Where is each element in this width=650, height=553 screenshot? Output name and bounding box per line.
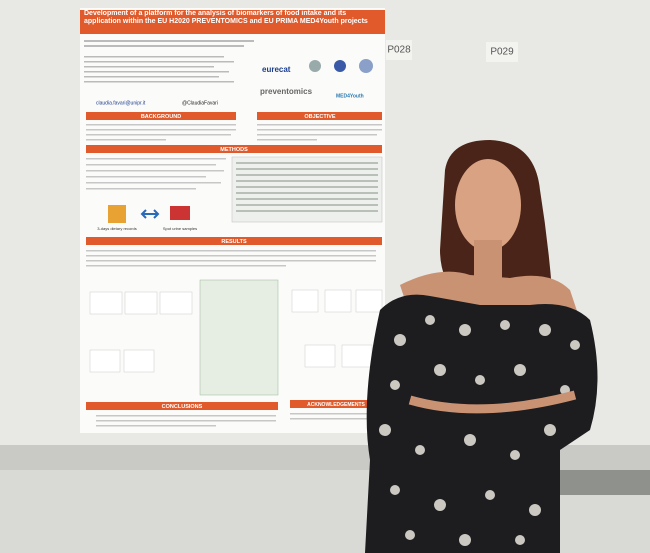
table-rows xyxy=(236,162,378,212)
neck xyxy=(474,240,502,280)
section-heading: BACKGROUND xyxy=(141,114,181,120)
section-bar xyxy=(290,400,382,408)
results-table xyxy=(199,279,279,396)
section-heading: OBJECTIVE xyxy=(304,114,336,120)
poster-title: Development of a platform for the analys… xyxy=(84,10,368,25)
contact: claudia.favari@unipr.it xyxy=(96,100,146,106)
section-heading: CONCLUSIONS xyxy=(162,404,203,410)
result-plots xyxy=(89,289,383,373)
section-bar xyxy=(86,145,382,153)
radiator xyxy=(555,470,650,495)
figure-label: Spot urine samples xyxy=(163,226,197,231)
logo: MED4Youth xyxy=(336,93,364,99)
contact: @ClaudiaFavari xyxy=(182,100,218,106)
face xyxy=(455,159,521,251)
logo-icon xyxy=(309,60,321,72)
text-lines xyxy=(96,413,380,427)
arrow xyxy=(140,209,160,219)
figure-label: 3-days dietary records xyxy=(97,226,137,231)
section-heading: RESULTS xyxy=(221,239,247,245)
board-label: P028 xyxy=(387,45,411,56)
logo: eurecat xyxy=(262,65,291,74)
text-lines xyxy=(86,158,226,190)
logo: preventomics xyxy=(260,87,313,96)
icon xyxy=(170,206,190,220)
logo-icon xyxy=(334,60,346,72)
text-lines xyxy=(86,250,376,267)
section-bar xyxy=(86,112,236,120)
section-bar xyxy=(86,402,278,410)
label-card xyxy=(486,42,518,62)
section-heading: ACKNOWLEDGEMENTS xyxy=(307,402,365,408)
table-figure xyxy=(231,156,383,223)
board-label: P029 xyxy=(490,47,514,58)
icon xyxy=(108,205,126,223)
title-banner xyxy=(80,10,385,34)
title-box: Development of a platform for the analys… xyxy=(84,10,368,25)
text-lines xyxy=(86,124,382,141)
arms xyxy=(408,390,577,414)
dress xyxy=(365,294,598,553)
dress-pattern xyxy=(379,315,580,546)
section-bar xyxy=(86,237,382,245)
author-lines xyxy=(84,40,254,83)
logo-icon xyxy=(359,59,373,73)
section-heading: METHODS xyxy=(220,147,248,153)
shoulders xyxy=(400,271,580,320)
section-bar xyxy=(257,112,382,120)
label-card xyxy=(386,40,412,60)
